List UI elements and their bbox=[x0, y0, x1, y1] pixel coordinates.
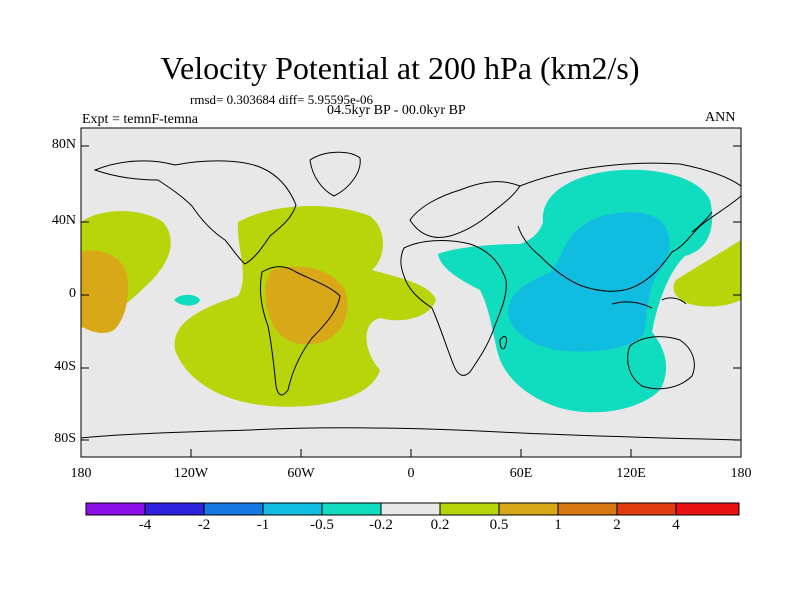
lat-label-40s: 40S bbox=[54, 359, 76, 374]
experiment-text: Expt = temnF-temna bbox=[82, 112, 198, 127]
antarctica-coastline bbox=[81, 427, 741, 441]
lon-label-120e: 120E bbox=[616, 466, 646, 481]
colorbar-bin-7 bbox=[439, 502, 500, 516]
lon-label-180e: 180 bbox=[730, 466, 752, 481]
lat-label-0: 0 bbox=[69, 286, 76, 301]
colorbar-bin-11 bbox=[675, 502, 740, 516]
lon-label-60e: 60E bbox=[509, 466, 533, 481]
colorbar-label-6: 0.2 bbox=[430, 517, 450, 533]
colorbar-label-2: -2 bbox=[197, 517, 211, 533]
europe-coastline bbox=[409, 181, 521, 238]
positive-anomaly-west-pacific bbox=[673, 240, 741, 307]
period-text: 04.5kyr BP - 00.0kyr BP bbox=[327, 103, 466, 118]
greenland-coastline bbox=[309, 151, 361, 197]
south-america-coastline bbox=[259, 266, 341, 396]
africa-coastline bbox=[400, 240, 507, 376]
colorbar-label-5: -0.2 bbox=[369, 517, 393, 533]
colorbar-bin-10 bbox=[616, 502, 677, 516]
colorbar-bin-1 bbox=[85, 502, 146, 516]
lat-label-80n: 80N bbox=[51, 137, 76, 152]
colorbar-label-4: -0.5 bbox=[310, 517, 334, 533]
colorbar bbox=[85, 502, 740, 516]
colorbar-bin-9 bbox=[557, 502, 618, 516]
colorbar-label-9: 2 bbox=[613, 517, 621, 533]
lat-ticks bbox=[81, 145, 741, 441]
map-title: Velocity Potential at 200 hPa (km2/s) bbox=[160, 50, 640, 86]
colorbar-bin-8 bbox=[498, 502, 559, 516]
lat-label-40n: 40N bbox=[51, 213, 76, 228]
colorbar-label-7: 0.5 bbox=[489, 517, 509, 533]
colorbar-bin-6 bbox=[380, 502, 441, 516]
lat-label-80s: 80S bbox=[54, 431, 76, 446]
negative-anomaly-eastern-pacific-patch bbox=[174, 294, 200, 306]
coastlines bbox=[81, 151, 741, 441]
australia-coastline bbox=[627, 336, 695, 390]
season-text: ANN bbox=[705, 110, 736, 125]
madagascar-coastline bbox=[499, 336, 507, 350]
colorbar-bin-4 bbox=[262, 502, 323, 516]
strong-negative-anomaly-asia bbox=[508, 212, 670, 352]
colorbar-label-10: 4 bbox=[672, 517, 680, 533]
lon-label-0: 0 bbox=[407, 466, 415, 481]
japan-coastline bbox=[691, 211, 713, 233]
lon-label-60w: 60W bbox=[287, 466, 315, 481]
lon-label-180w: 180 bbox=[70, 466, 92, 481]
colorbar-label-8: 1 bbox=[554, 517, 562, 533]
colorbar-bin-3 bbox=[203, 502, 264, 516]
strong-positive-anomaly-pacific bbox=[81, 250, 128, 333]
colorbar-label-3: -1 bbox=[256, 517, 270, 533]
lon-label-120w: 120W bbox=[173, 466, 209, 481]
indonesia-coastline bbox=[611, 297, 687, 309]
stats-text: rmsd= 0.303684 diff= 5.95595e-06 bbox=[190, 92, 374, 107]
north-america-coastline bbox=[93, 160, 297, 265]
strong-positive-anomaly-amazon bbox=[265, 266, 348, 345]
colorbar-bin-5 bbox=[321, 502, 382, 516]
colorbar-bin-2 bbox=[144, 502, 205, 516]
lon-ticks bbox=[80, 449, 742, 457]
colorbar-label-1: -4 bbox=[138, 517, 152, 533]
